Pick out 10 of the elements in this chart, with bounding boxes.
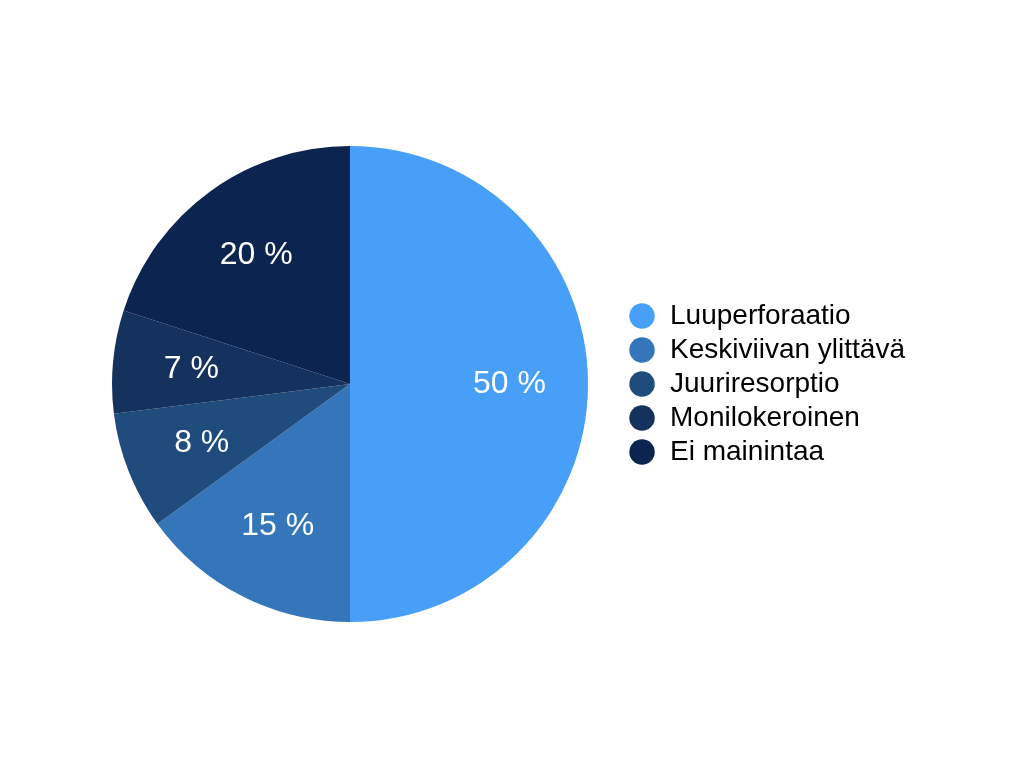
data-label: 7 % <box>163 348 219 385</box>
data-label: 50 % <box>473 363 546 400</box>
legend-label: Ei mainintaa <box>670 434 825 466</box>
legend-label: Monilokeroinen <box>670 400 860 432</box>
data-label: 8 % <box>174 422 230 459</box>
data-label: 15 % <box>241 505 315 542</box>
legend-label: Juuriresorptio <box>670 366 840 398</box>
legend-label: Luuperforaatio <box>670 298 851 330</box>
legend-label: Keskiviivan ylittävä <box>670 332 906 364</box>
data-label: 20 % <box>219 234 293 271</box>
